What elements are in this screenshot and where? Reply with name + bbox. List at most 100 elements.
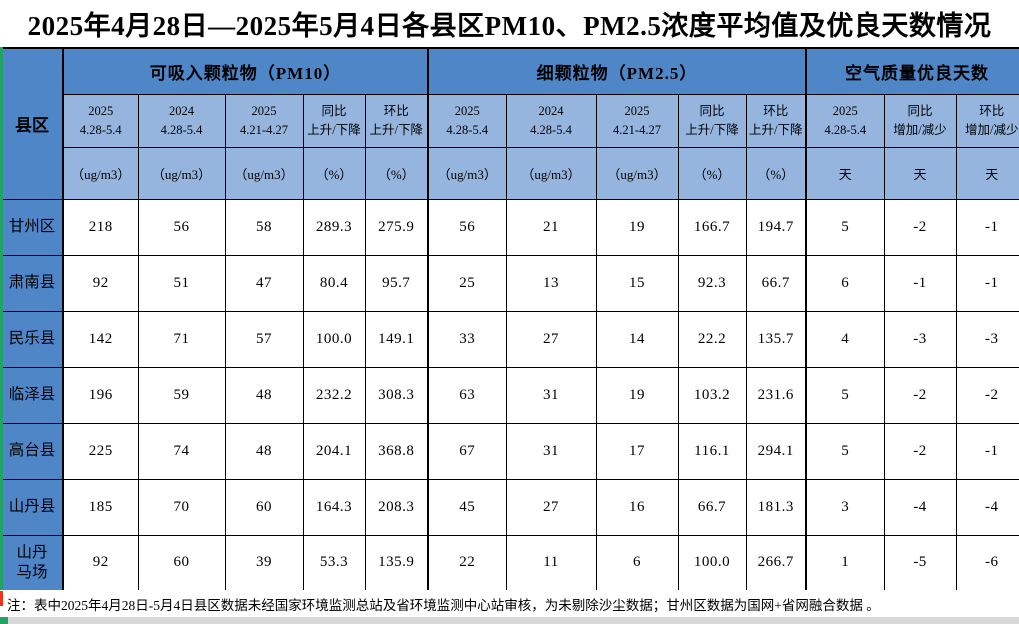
data-cell: 3 (805, 478, 885, 536)
data-cell: 22.2 (677, 310, 747, 368)
unit-header: （%） (677, 146, 747, 200)
data-cell: 204.1 (302, 422, 366, 480)
data-cell: 70 (137, 478, 226, 536)
data-cell: 1 (805, 534, 885, 592)
data-cell: 231.6 (745, 366, 807, 424)
column-header: 同比 上升/下降 (677, 93, 747, 148)
data-cell: 71 (137, 310, 226, 368)
unit-header: 天 (883, 146, 957, 200)
column-header: 2024 4.28-5.4 (137, 93, 226, 148)
data-cell: 92 (62, 534, 139, 592)
data-cell: -3 (955, 310, 1019, 368)
group-header-good-days: 空气质量优良天数 (805, 47, 1019, 95)
data-cell: 22 (427, 534, 507, 592)
data-cell: -3 (883, 310, 957, 368)
data-cell: 294.1 (745, 422, 807, 480)
data-cell: -1 (955, 422, 1019, 480)
data-cell: 5 (805, 366, 885, 424)
data-cell: -2 (883, 198, 957, 256)
data-cell: 31 (505, 422, 597, 480)
data-cell: 116.1 (677, 422, 747, 480)
data-cell: 225 (62, 422, 139, 480)
data-cell: 56 (137, 198, 226, 256)
data-cell: 92.3 (677, 254, 747, 312)
footnote: 注：表中2025年4月28日-5月4日县区数据未经国家环境监测总站及省环境监测中… (0, 590, 1019, 617)
data-cell: -1 (955, 198, 1019, 256)
unit-header: 天 (805, 146, 885, 200)
data-cell: 66.7 (745, 254, 807, 312)
data-cell: 33 (427, 310, 507, 368)
data-cell: 19 (595, 198, 679, 256)
data-cell: 60 (224, 478, 304, 536)
data-cell: 11 (505, 534, 597, 592)
unit-header: （ug/m3） (224, 146, 304, 200)
bottom-strip-green-cap (0, 617, 8, 624)
data-cell: 21 (505, 198, 597, 256)
data-cell: 5 (805, 422, 885, 480)
data-cell: 135.7 (745, 310, 807, 368)
unit-header: 天 (955, 146, 1019, 200)
data-cell: 181.3 (745, 478, 807, 536)
data-cell: 275.9 (364, 198, 429, 256)
data-cell: 368.8 (364, 422, 429, 480)
table-row: 临泽县 196 59 48 232.2 308.3 63 31 19 103.2… (0, 366, 1019, 424)
county-cell: 肃南县 (0, 254, 64, 312)
unit-header: （ug/m3） (595, 146, 679, 200)
data-cell: 308.3 (364, 366, 429, 424)
data-cell: 4 (805, 310, 885, 368)
unit-header: （%） (745, 146, 807, 200)
data-cell: 27 (505, 478, 597, 536)
data-cell: -6 (955, 534, 1019, 592)
data-cell: 5 (805, 198, 885, 256)
data-cell: 13 (505, 254, 597, 312)
data-cell: -2 (883, 366, 957, 424)
column-header: 2025 4.21-4.27 (595, 93, 679, 148)
data-cell: 74 (137, 422, 226, 480)
data-cell: 232.2 (302, 366, 366, 424)
data-cell: 6 (805, 254, 885, 312)
data-cell: 16 (595, 478, 679, 536)
data-cell: 164.3 (302, 478, 366, 536)
green-edge-strip (0, 47, 3, 590)
data-cell: -1 (955, 254, 1019, 312)
column-header: 同比 增加/减少 (883, 93, 957, 148)
column-header: 2025 4.21-4.27 (224, 93, 304, 148)
data-cell: 92 (62, 254, 139, 312)
table-row: 民乐县 142 71 57 100.0 149.1 33 27 14 22.2 … (0, 310, 1019, 368)
data-cell: 59 (137, 366, 226, 424)
data-cell: 135.9 (364, 534, 429, 592)
data-cell: 218 (62, 198, 139, 256)
data-cell: 142 (62, 310, 139, 368)
unit-header: （ug/m3） (427, 146, 507, 200)
county-cell: 山丹县 (0, 478, 64, 536)
data-cell: 80.4 (302, 254, 366, 312)
data-cell: 31 (505, 366, 597, 424)
data-cell: 266.7 (745, 534, 807, 592)
data-cell: 67 (427, 422, 507, 480)
unit-header-row: （ug/m3） （ug/m3） （ug/m3） （%） （%） （ug/m3） … (1, 146, 1019, 200)
data-cell: -2 (883, 422, 957, 480)
data-cell: -1 (883, 254, 957, 312)
data-cell: 53.3 (302, 534, 366, 592)
data-cell: 185 (62, 478, 139, 536)
data-cell: -4 (883, 478, 957, 536)
table-row: 甘州区 218 56 58 289.3 275.9 56 21 19 166.7… (0, 198, 1019, 256)
data-cell: 208.3 (364, 478, 429, 536)
group-header-row: 县区 可吸入颗粒物（PM10） 细颗粒物（PM2.5） 空气质量优良天数 (0, 47, 1019, 200)
table-row: 山丹 马场 92 60 39 53.3 135.9 22 11 6 100.0 … (0, 534, 1019, 592)
data-cell: 66.7 (677, 478, 747, 536)
data-cell: 48 (224, 366, 304, 424)
data-cell: -5 (883, 534, 957, 592)
column-header: 2025 4.28-5.4 (805, 93, 885, 148)
county-cell: 高台县 (0, 422, 64, 480)
column-header: 环比 上升/下降 (364, 93, 429, 148)
red-edge-strip (0, 591, 3, 606)
data-cell: 39 (224, 534, 304, 592)
data-cell: 47 (224, 254, 304, 312)
air-quality-table: 县区 可吸入颗粒物（PM10） 细颗粒物（PM2.5） 空气质量优良天数 202… (0, 47, 1019, 592)
data-cell: -2 (955, 366, 1019, 424)
data-cell: 51 (137, 254, 226, 312)
corner-header-county: 县区 (0, 47, 64, 200)
data-cell: 194.7 (745, 198, 807, 256)
